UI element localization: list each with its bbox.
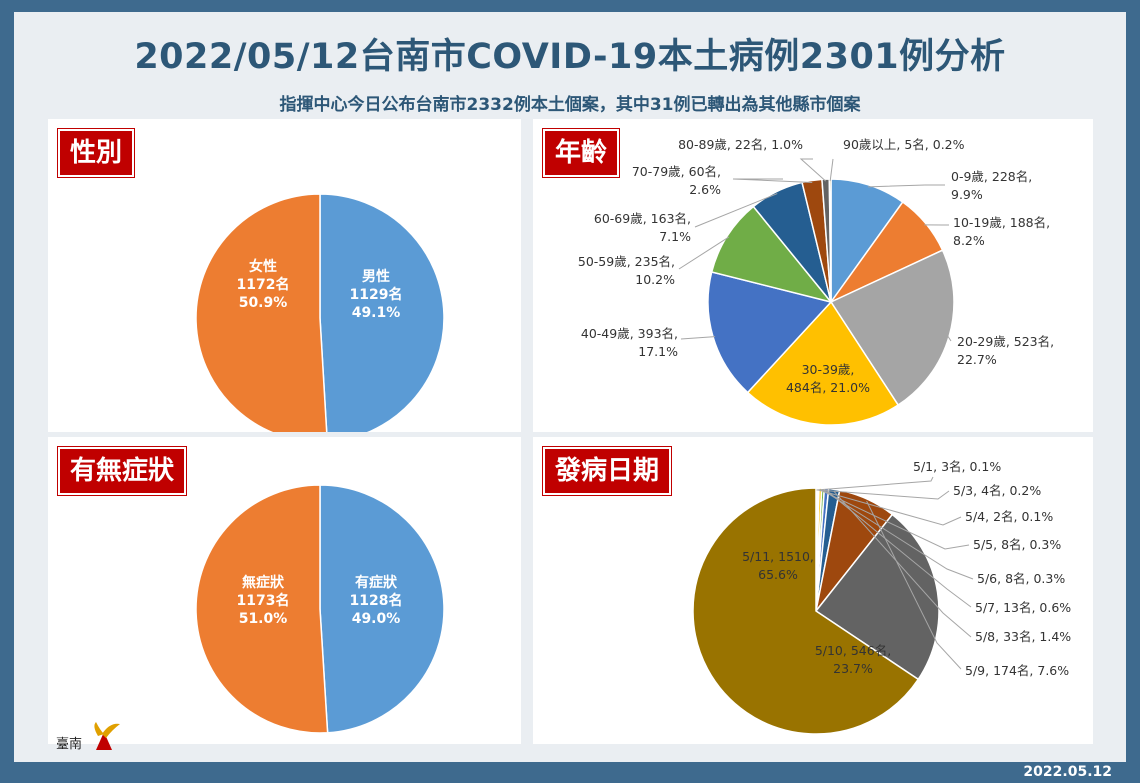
age-badge: 年齡 bbox=[543, 129, 620, 177]
age-label-4-pct: 17.1% bbox=[638, 344, 678, 359]
gender-label-1-count: 1172名 bbox=[237, 276, 290, 293]
age-leader-4 bbox=[680, 336, 716, 340]
age-leader-0 bbox=[868, 184, 945, 188]
age-leader-8 bbox=[799, 158, 827, 182]
age-label-8-label: 80-89歲, 22名, 1.0% bbox=[678, 137, 803, 152]
onset-label-5-label: 5/7, 13名, 0.6% bbox=[975, 600, 1071, 615]
age-label-3-pct: 484名, 21.0% bbox=[786, 380, 870, 395]
symptoms-label-0-pct: 49.0% bbox=[352, 611, 401, 627]
age-label-5-pct: 10.2% bbox=[635, 272, 675, 287]
gender-label-1-pct: 50.9% bbox=[239, 295, 288, 311]
age-label-0-pct: 9.9% bbox=[951, 187, 983, 202]
onset-label-8-pct: 23.7% bbox=[833, 661, 873, 676]
symptoms-label-0-count: 1128名 bbox=[350, 592, 403, 609]
infographic-card: 2022/05/12台南市COVID-19本土病例2301例分析 指揮中心今日公… bbox=[14, 12, 1126, 762]
onset-label-9-pct: 65.6% bbox=[758, 567, 798, 582]
age-label-1-label: 10-19歲, 188名, bbox=[953, 215, 1050, 230]
age-slice-0 bbox=[830, 178, 904, 305]
age-slice-2 bbox=[829, 249, 955, 407]
age-label-7-label: 70-79歲, 60名, bbox=[632, 164, 721, 179]
gender-label-0-pct: 49.1% bbox=[352, 305, 401, 321]
onset-panel: 5/1, 3名, 0.1% 5/3, 4名, 0.2% 5/4, 2名, 0.1% 5… bbox=[533, 437, 1093, 744]
onset-leader-1 bbox=[817, 489, 950, 500]
footer-date: 2022.05.12 bbox=[1023, 764, 1112, 780]
logo-text: 臺南 bbox=[56, 736, 82, 752]
age-label-7-pct: 2.6% bbox=[689, 182, 721, 197]
gender-slice-0 bbox=[319, 193, 445, 432]
onset-pie-chart: 5/1, 3名, 0.1% 5/3, 4名, 0.2% 5/4, 2名, 0.1% 5… bbox=[692, 459, 1071, 735]
age-leader-7 bbox=[732, 178, 813, 183]
age-label-0-label: 0-9歲, 228名, bbox=[951, 169, 1032, 184]
onset-leader-4 bbox=[822, 489, 974, 580]
onset-label-2-label: 5/4, 2名, 0.1% bbox=[965, 509, 1053, 524]
symptoms-slice-0 bbox=[319, 484, 445, 734]
onset-leader-7 bbox=[866, 500, 962, 670]
gender-slice-1 bbox=[195, 193, 328, 432]
age-label-6-label: 60-69歲, 163名, bbox=[594, 211, 691, 226]
age-leader-2 bbox=[946, 335, 952, 342]
onset-leader-5 bbox=[826, 490, 972, 608]
age-leader-6 bbox=[694, 193, 778, 228]
onset-label-6-label: 5/8, 33名, 1.4% bbox=[975, 629, 1071, 644]
age-label-9-label: 90歲以上, 5名, 0.2% bbox=[843, 137, 965, 152]
onset-label-3-label: 5/5, 8名, 0.3% bbox=[973, 537, 1061, 552]
onset-badge: 發病日期 bbox=[543, 447, 672, 495]
age-label-5-label: 50-59歲, 235名, bbox=[578, 254, 675, 269]
gender-badge: 性別 bbox=[58, 129, 135, 177]
symptoms-label-1-label: 無症狀 bbox=[242, 574, 285, 591]
age-label-2-pct: 22.7% bbox=[957, 352, 997, 367]
onset-leader-0 bbox=[816, 476, 934, 491]
age-panel: 0-9歲, 228名, 9.9% 10-19歲, 188名, 8.2% 20-29歲, … bbox=[533, 119, 1093, 432]
onset-slice-9 bbox=[692, 487, 920, 735]
symptoms-panel: 有症狀 1128名 49.0% 無症狀 1173名 51.0% 有無症狀 bbox=[48, 437, 521, 744]
gender-label-0-label: 男性 bbox=[362, 268, 390, 285]
age-slice-5 bbox=[710, 205, 834, 304]
age-label-3-label: 30-39歲, bbox=[802, 362, 855, 377]
symptoms-label-1-pct: 51.0% bbox=[239, 611, 288, 627]
age-leader-9 bbox=[829, 158, 834, 182]
onset-label-8-label: 5/10, 546名, bbox=[815, 643, 891, 658]
age-label-4-label: 40-49歲, 393名, bbox=[581, 326, 678, 341]
age-leader-5 bbox=[678, 236, 730, 270]
onset-leader-2 bbox=[818, 489, 962, 526]
symptoms-badge: 有無症狀 bbox=[58, 447, 187, 495]
page-title: 2022/05/12台南市COVID-19本土病例2301例分析 bbox=[134, 37, 1006, 77]
onset-label-4-label: 5/6, 8名, 0.3% bbox=[977, 571, 1065, 586]
symptoms-label-1-count: 1173名 bbox=[237, 592, 290, 609]
onset-leader-3 bbox=[820, 489, 970, 550]
onset-slice-8 bbox=[814, 513, 940, 681]
symptoms-slice-1 bbox=[195, 484, 329, 734]
symptoms-label-0-label: 有症狀 bbox=[355, 574, 398, 591]
onset-label-9-label: 5/11, 1510, bbox=[742, 549, 814, 564]
onset-label-0-label: 5/1, 3名, 0.1% bbox=[913, 459, 1001, 474]
gender-label-0-count: 1129名 bbox=[350, 286, 403, 303]
age-label-2-label: 20-29歲, 523名, bbox=[957, 334, 1054, 349]
onset-label-1-label: 5/3, 4名, 0.2% bbox=[953, 483, 1041, 498]
age-label-6-pct: 7.1% bbox=[659, 229, 691, 244]
gender-label-1-label: 女性 bbox=[249, 258, 277, 275]
gender-panel: 男性 1129名 49.1% 女性 1172名 50.9% 性別 bbox=[48, 119, 521, 432]
age-slice-3 bbox=[746, 300, 900, 426]
onset-label-7-label: 5/9, 174名, 7.6% bbox=[965, 663, 1069, 678]
age-pie-chart: 0-9歲, 228名, 9.9% 10-19歲, 188名, 8.2% 20-29歲, … bbox=[578, 137, 1054, 426]
tainan-city-logo-icon: 臺南 bbox=[56, 722, 120, 752]
onset-leader-6 bbox=[833, 491, 972, 638]
page-subtitle: 指揮中心今日公布台南市2332例本土個案，其中31例已轉出為其他縣市個案 bbox=[279, 95, 861, 115]
age-label-1-pct: 8.2% bbox=[953, 233, 985, 248]
